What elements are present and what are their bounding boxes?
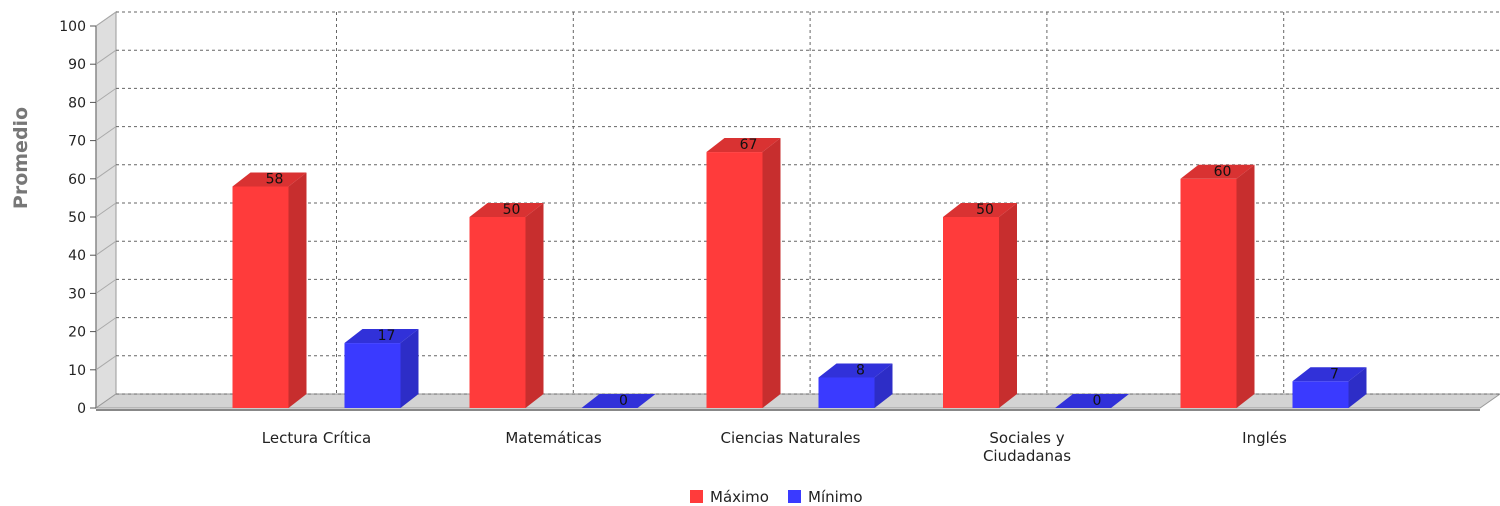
- data-label: 7: [1330, 366, 1339, 382]
- y-tick-label: 80: [68, 95, 86, 111]
- bar-front: [706, 152, 763, 408]
- legend-label: Mínimo: [808, 488, 863, 506]
- wall-grid-line: [95, 164, 117, 180]
- bar-front: [469, 217, 526, 408]
- y-axis: 0 10 20 30 40 50 60 70 80 90 100: [59, 19, 96, 417]
- grid-lines: [95, 11, 1500, 395]
- bar-maximo: 50: [469, 202, 544, 408]
- bar-top: [706, 138, 781, 153]
- bar-maximo: 58: [232, 171, 307, 408]
- bar-side: [762, 138, 781, 408]
- y-tick-label: 10: [68, 363, 86, 379]
- wall-grid-line: [95, 202, 117, 218]
- x-tick-label: Sociales y Ciudadanas: [983, 429, 1071, 465]
- bar-top: [1055, 394, 1129, 408]
- data-label: 67: [740, 137, 758, 153]
- wall-grid-line: [95, 126, 117, 142]
- bar-minimo: 8: [818, 362, 893, 408]
- bar-minimo: 0: [1055, 393, 1129, 409]
- bar-minimo: 17: [344, 328, 419, 408]
- wall-grid-line: [95, 87, 117, 103]
- bar-maximo: 60: [1180, 164, 1255, 408]
- y-tick-label: 0: [77, 401, 86, 417]
- legend-label: Máximo: [710, 488, 769, 506]
- legend: Máximo Mínimo: [690, 488, 863, 506]
- y-axis-label: Promedio: [10, 107, 32, 209]
- data-label: 8: [856, 362, 865, 378]
- y-tick-label: 20: [68, 325, 86, 341]
- bar-top: [1180, 164, 1255, 179]
- data-label: 0: [1093, 393, 1102, 409]
- data-label: 0: [619, 393, 628, 409]
- wall-grid-line: [95, 355, 117, 371]
- floor: [94, 393, 1500, 409]
- bar-front: [818, 377, 875, 408]
- legend-swatch: [690, 490, 703, 503]
- y-tick-label: 70: [68, 134, 86, 150]
- x-tick-label: Inglés: [1242, 429, 1287, 447]
- bar-front: [943, 217, 999, 408]
- y-tick-label: 40: [68, 248, 86, 264]
- wall-grid-line: [95, 278, 117, 294]
- bar-minimo: 0: [581, 393, 656, 409]
- y-tick-label: 50: [68, 210, 86, 226]
- x-axis: Lectura Crítica Matemáticas Ciencias Natur…: [262, 429, 1287, 465]
- data-label: 50: [976, 202, 994, 218]
- data-label: 60: [1214, 164, 1232, 180]
- bar-top: [344, 329, 419, 344]
- bar-top: [232, 172, 307, 187]
- bar-side: [400, 329, 419, 408]
- plot-frame: [94, 11, 1500, 411]
- x-tick-label: Lectura Crítica: [262, 429, 371, 447]
- legend-item: Máximo: [690, 488, 769, 506]
- data-label: 58: [266, 171, 284, 187]
- bar-side: [288, 172, 307, 408]
- x-tick-label: Matemáticas: [505, 429, 602, 447]
- bar-maximo: 67: [706, 137, 781, 408]
- bar-top: [581, 394, 656, 408]
- wall-grid-line: [95, 317, 117, 333]
- bar-side: [525, 203, 544, 408]
- bar-side: [874, 363, 893, 408]
- bar-side: [999, 203, 1017, 408]
- bar-front: [1292, 381, 1349, 408]
- y-tick-label: 90: [68, 57, 86, 73]
- y-tick-label: 30: [68, 286, 86, 302]
- bar-side: [1236, 164, 1255, 408]
- y-tick-label: 100: [59, 19, 86, 35]
- bar-top: [469, 203, 544, 217]
- data-label: 17: [378, 328, 396, 344]
- bar-front: [232, 186, 289, 408]
- legend-item: Mínimo: [788, 488, 863, 506]
- wall-grid-line: [95, 11, 117, 27]
- legend-swatch: [788, 490, 801, 503]
- bar-top: [1292, 367, 1367, 382]
- bar-side: [1348, 367, 1367, 408]
- wall-grid-line: [95, 49, 117, 65]
- data-label: 50: [503, 202, 521, 218]
- bar-maximo: 50: [943, 202, 1017, 408]
- wall-grid-line: [95, 240, 117, 256]
- x-tick-label: Ciencias Naturales: [721, 429, 861, 447]
- bar-front: [1180, 178, 1237, 408]
- bar-front: [344, 343, 401, 408]
- bar-top: [818, 363, 893, 378]
- y-tick-label: 60: [68, 172, 86, 188]
- bars: 58 50 67 50 60 17 0 8 0 7: [232, 137, 1367, 409]
- bar-top: [943, 203, 1017, 217]
- bar-minimo: 7: [1292, 366, 1367, 408]
